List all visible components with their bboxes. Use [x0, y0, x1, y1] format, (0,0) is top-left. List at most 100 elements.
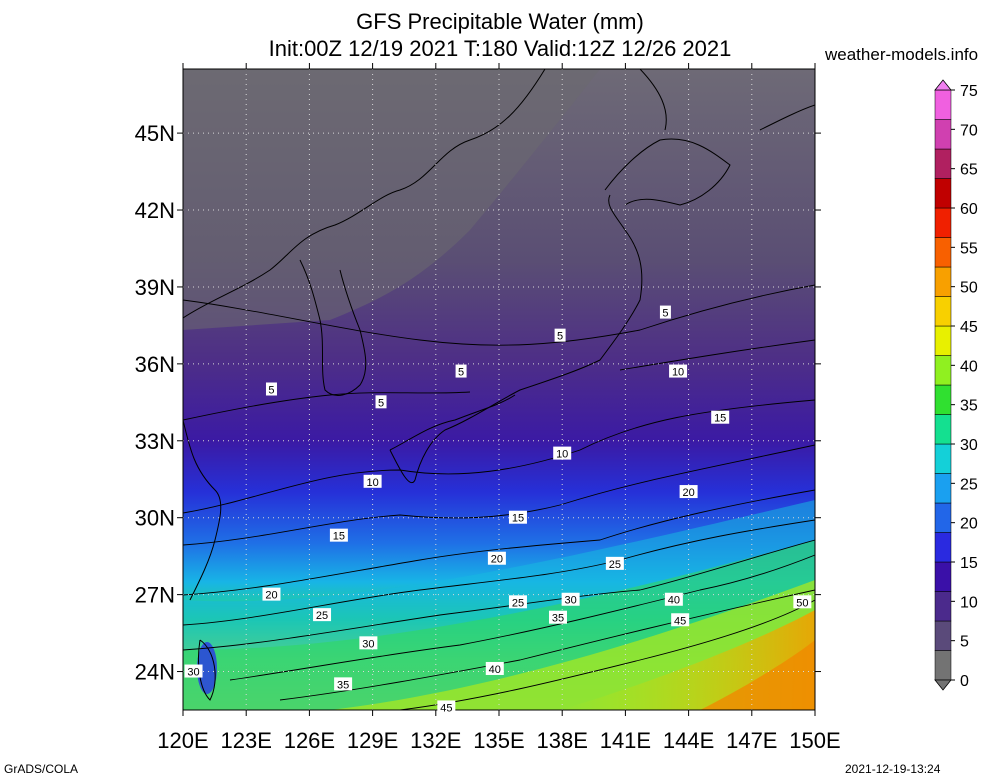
- colorbar-label: 20: [960, 516, 978, 533]
- contour-label-bg: [605, 556, 624, 570]
- colorbar-label: 55: [960, 240, 978, 257]
- contour-label-bg: [265, 382, 277, 396]
- lon-tick-label: 123E: [221, 728, 272, 753]
- colorbar-label: 45: [960, 319, 978, 336]
- contour-label-bg: [334, 677, 353, 691]
- lat-tick-label: 33N: [135, 429, 175, 454]
- colorbar-segment: [934, 473, 952, 504]
- colorbar-segment: [934, 650, 952, 681]
- contour-label: 35: [337, 679, 349, 691]
- contour-label-bg: [487, 551, 506, 565]
- colorbar-label: 50: [960, 280, 978, 297]
- contour-label-bg: [313, 608, 332, 622]
- lat-tick-label: 45N: [135, 121, 175, 146]
- colorbar: 0 5 10 15 20 25 30 35 40 45 50 55 60 65 70 75: [934, 79, 978, 691]
- colorbar-label: 65: [960, 162, 978, 179]
- colorbar-segment: [934, 296, 952, 327]
- contour-label: 45: [440, 702, 452, 714]
- colorbar-max-triangle: [934, 79, 952, 91]
- colorbar-label: 25: [960, 476, 978, 493]
- contour-lines: [183, 284, 815, 710]
- colorbar-segment: [934, 532, 952, 563]
- contour-label: 5: [662, 308, 668, 320]
- contour-label: 45: [674, 615, 686, 627]
- colorbar-label: 35: [960, 398, 978, 415]
- colorbar-segment: [934, 178, 952, 209]
- colorbar-segment: [934, 89, 952, 120]
- colorbar-segment: [934, 266, 952, 297]
- lat-tick-label: 42N: [135, 198, 175, 223]
- colorbar-min-triangle: [934, 679, 952, 691]
- contour-label-bg: [455, 364, 467, 378]
- contour-label-bg: [262, 587, 281, 601]
- axis-ticks: 120E 123E 126E 129E 132E 135E 138E 141E 144E 147E…: [135, 63, 841, 753]
- contour-label: 40: [489, 664, 501, 676]
- contour-label-bg: [485, 661, 504, 675]
- contour-label: 30: [565, 595, 577, 607]
- colorbar-segment: [934, 355, 952, 386]
- colorbar-segment: [934, 325, 952, 356]
- contour-label-group: 5555510101015151520202025252530303035354…: [184, 305, 812, 714]
- contour-label-bg: [679, 485, 698, 499]
- contour-label-bg: [671, 613, 690, 627]
- contour-label-bg: [548, 610, 567, 624]
- contour-label-bg: [659, 305, 671, 319]
- contour-label-bg: [329, 528, 348, 542]
- colorbar-label: 70: [960, 122, 978, 139]
- contour-label: 10: [366, 477, 378, 489]
- lon-tick-label: 150E: [789, 728, 840, 753]
- lon-tick-label: 141E: [600, 728, 651, 753]
- colorbar-label: 0: [960, 673, 969, 690]
- contour-label: 10: [556, 449, 568, 461]
- colorbar-label: 40: [960, 358, 978, 375]
- contour-label: 25: [316, 610, 328, 622]
- contour-label-bg: [437, 700, 456, 714]
- colorbar-segment: [934, 148, 952, 179]
- contour-label: 50: [796, 597, 808, 609]
- contour-label: 15: [714, 413, 726, 425]
- source-label: weather-models.info: [825, 45, 979, 64]
- colorbar-segment: [934, 620, 952, 651]
- contour-label: 40: [668, 595, 680, 607]
- contour-label-bg: [711, 410, 730, 424]
- colorbar-label: 5: [960, 634, 969, 651]
- lon-tick-label: 132E: [410, 728, 461, 753]
- contour-label-bg: [553, 446, 572, 460]
- colorbar-segment: [934, 443, 952, 474]
- contour-label: 25: [512, 597, 524, 609]
- contour-label: 20: [682, 487, 694, 499]
- footer-software: GrADS/COLA: [4, 762, 79, 776]
- contour-label-bg: [375, 395, 387, 409]
- contour-label-bg: [669, 364, 688, 378]
- contour-label: 5: [458, 367, 464, 379]
- contour-label: 35: [552, 613, 564, 625]
- contour-label-bg: [793, 595, 812, 609]
- contour-label-bg: [363, 474, 382, 488]
- colorbar-segment: [934, 237, 952, 268]
- colorbar-label: 60: [960, 201, 978, 218]
- contour-label: 5: [378, 397, 384, 409]
- colorbar-label: 15: [960, 555, 978, 572]
- colorbar-segment: [934, 384, 952, 415]
- contour-label: 30: [187, 667, 199, 679]
- map-subtitle: Init:00Z 12/19 2021 T:180 Valid:12Z 12/2…: [268, 36, 732, 61]
- contour-label-bg: [359, 636, 378, 650]
- contour-label-bg: [508, 510, 527, 524]
- lat-tick-label: 27N: [135, 583, 175, 608]
- colorbar-segment: [934, 561, 952, 592]
- contour-label: 30: [362, 638, 374, 650]
- colorbar-segment: [934, 591, 952, 622]
- colorbar-segment: [934, 119, 952, 150]
- contour-label-bg: [664, 592, 683, 606]
- lat-tick-label: 36N: [135, 352, 175, 377]
- lon-tick-label: 129E: [347, 728, 398, 753]
- contour-label-bg: [554, 328, 566, 342]
- lat-tick-label: 30N: [135, 506, 175, 531]
- contour-label: 20: [491, 554, 503, 566]
- colorbar-label: 30: [960, 437, 978, 454]
- contour-label-bg: [561, 592, 580, 606]
- lat-tick-label: 24N: [135, 660, 175, 685]
- lon-tick-label: 138E: [537, 728, 588, 753]
- lon-tick-label: 147E: [726, 728, 777, 753]
